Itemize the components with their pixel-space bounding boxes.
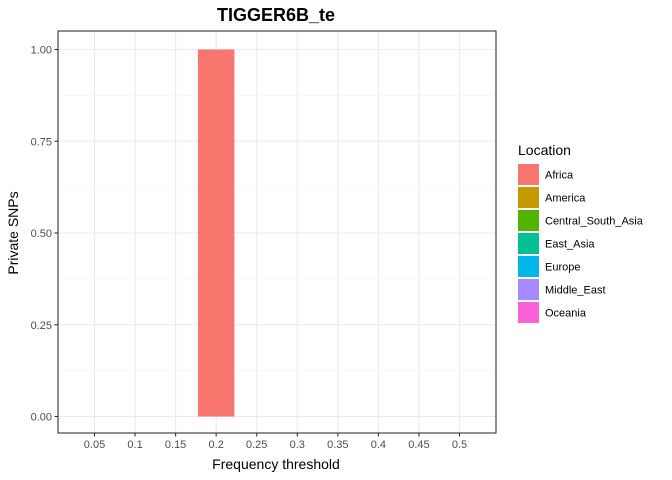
x-tick-label: 0.5 [452,439,467,451]
legend-key-america [518,187,539,208]
x-axis: 0.05 0.1 0.15 0.2 0.25 0.3 0.35 0.4 0.45 0.5 [84,433,467,451]
x-tick-label: 0.2 [209,439,224,451]
legend-label: Oceania [545,308,587,320]
x-tick-label: 0.1 [127,439,142,451]
x-tick-label: 0.35 [327,439,348,451]
legend-key-europe [518,256,539,277]
x-tick-label: 0.05 [84,439,105,451]
y-axis: 0.00 0.25 0.50 0.75 1.00 [31,45,58,424]
legend-key-east-asia [518,233,539,254]
x-tick-label: 0.25 [246,439,267,451]
bar-africa-0.2 [197,49,235,417]
legend-label: Central_South_Asia [545,216,644,228]
y-tick-label: 0.75 [31,136,52,148]
legend-key-middle-east [518,279,539,300]
legend-key-central-south-asia [518,210,539,231]
plot-area [57,30,497,434]
legend-label: Middle_East [545,285,606,297]
legend-key-africa [518,164,539,185]
y-tick-label: 0.00 [31,412,52,424]
y-tick-label: 1.00 [31,45,52,57]
legend-label: Europe [545,262,580,274]
panel-background [58,31,496,433]
y-tick-label: 0.25 [31,320,52,332]
x-tick-label: 0.3 [290,439,305,451]
y-tick-label: 0.50 [31,228,52,240]
panel-border [57,30,497,434]
legend: Location Africa America Central_South_Asia… [518,142,644,323]
x-tick-label: 0.45 [408,439,429,451]
legend-label: Africa [545,170,574,182]
x-tick-label: 0.4 [371,439,386,451]
x-axis-title: Frequency threshold [212,456,340,472]
legend-key-oceania [518,302,539,323]
legend-label: America [545,193,586,205]
legend-label: East_Asia [545,239,595,251]
legend-title: Location [518,142,571,158]
y-axis-title: Private SNPs [5,191,21,274]
chart-title: TIGGER6B_te [217,5,335,25]
x-tick-label: 0.15 [165,439,186,451]
